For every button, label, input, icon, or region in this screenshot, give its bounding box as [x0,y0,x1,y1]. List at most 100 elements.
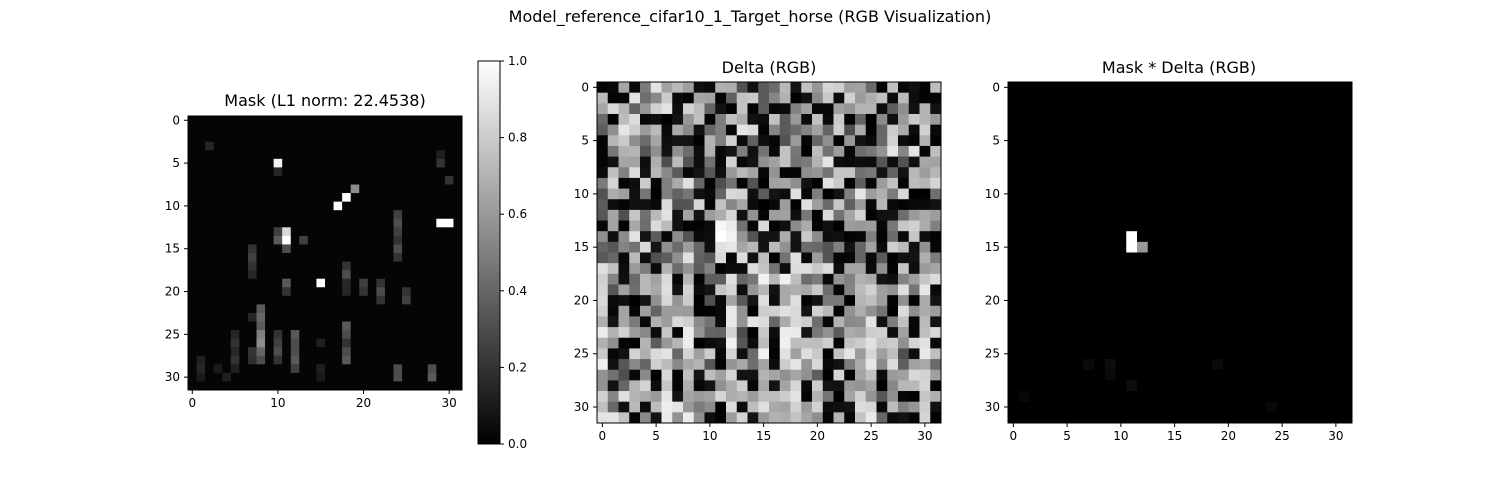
heatmap-cell [1233,209,1245,221]
heatmap-cell [265,184,275,194]
heatmap-cell [1083,103,1095,115]
heatmap-cell [316,372,326,382]
heatmap-cell [693,380,705,392]
heatmap-cell [640,156,652,168]
heatmap-cell [1201,167,1213,179]
heatmap-cell [350,372,360,382]
heatmap-cell [247,253,257,262]
heatmap-cell [393,261,403,271]
heatmap-cell [919,145,931,157]
heatmap-cell [779,305,791,317]
heatmap-cell [376,270,386,280]
heatmap-cell [222,133,232,143]
heatmap-cell [1255,316,1267,328]
heatmap-cell [256,235,266,245]
heatmap-cell [1061,273,1073,285]
heatmap-cell [1158,220,1170,232]
heatmap-cell [333,175,343,185]
heatmap-cell [1126,113,1138,126]
heatmap-cell [196,227,206,237]
heatmap-cell [1094,391,1106,403]
heatmap-cell [333,270,343,280]
heatmap-cell [376,278,386,288]
heatmap-cell [290,364,300,374]
heatmap-cell [597,337,609,349]
heatmap-cell [683,295,695,307]
heatmap-cell [1008,209,1020,221]
heatmap-cell [1061,316,1073,328]
heatmap-cell [444,372,454,382]
heatmap-cell [640,305,652,317]
heatmap-cell [299,244,309,254]
heatmap-cell [812,167,824,179]
heatmap-cell [1115,135,1127,147]
heatmap-cell [736,263,748,275]
heatmap-cell [307,330,317,340]
heatmap-cell [239,364,249,374]
heatmap-cell [661,167,673,179]
heatmap-cell [758,316,770,328]
heatmap-cell [273,372,283,382]
heatmap-cell [844,199,856,211]
heatmap-cell [1341,401,1353,413]
heatmap-cell [1008,145,1020,157]
heatmap-cell [384,253,394,262]
heatmap-cell [1190,305,1202,317]
heatmap-cell [367,364,377,374]
heatmap-cell [333,150,343,160]
heatmap-cell [1212,273,1224,285]
heatmap-cell [299,278,309,288]
heatmap-cell [188,270,197,280]
heatmap-cell [1158,273,1170,285]
heatmap-cell [661,316,673,328]
heatmap-cell [876,316,888,328]
heatmap-cell [247,347,257,357]
heatmap-cell [704,369,716,381]
heatmap-cell [790,113,802,126]
heatmap-cell [683,305,695,317]
heatmap-cell [1051,369,1063,381]
heatmap-cell [865,188,877,200]
heatmap-cell [1147,145,1159,157]
heatmap-cell [876,124,888,136]
heatmap-cell [1233,124,1245,136]
heatmap-cell [367,141,377,151]
heatmap-cell [1309,135,1321,147]
heatmap-cell [908,305,920,317]
heatmap-cell [342,278,352,288]
heatmap-cell [822,82,834,94]
heatmap-cell [410,141,420,151]
heatmap-cell [213,253,223,262]
heatmap-cell [1104,241,1116,253]
heatmap-cell [222,116,232,125]
heatmap-cell [1072,220,1084,232]
heatmap-cell [898,241,910,253]
heatmap-cell [1029,145,1041,157]
heatmap-cell [1180,103,1192,115]
heatmap-cell [1180,401,1192,413]
heatmap-cell [1115,103,1127,115]
heatmap-cell [265,261,275,271]
heatmap-cell [736,252,748,264]
heatmap-cell [1158,231,1170,243]
heatmap-cell [307,381,317,391]
heatmap-cell [801,337,813,349]
heatmap-cell [1137,252,1149,264]
heatmap-cell [1309,337,1321,349]
heatmap-cell [597,92,609,104]
heatmap-cell [1180,188,1192,200]
heatmap-cell [930,284,942,296]
heatmap-cell [402,167,412,177]
heatmap-cell [436,133,446,143]
heatmap-cell [256,175,266,185]
heatmap-cell [1169,177,1181,189]
heatmap-cell [239,261,249,271]
heatmap-cell [865,327,877,339]
heatmap-cell [1126,82,1138,94]
heatmap-cell [844,380,856,392]
heatmap-cell [1276,391,1288,403]
heatmap-cell [367,261,377,271]
heatmap-cell [196,141,206,151]
heatmap-cell [1255,284,1267,296]
heatmap-cell [844,401,856,413]
